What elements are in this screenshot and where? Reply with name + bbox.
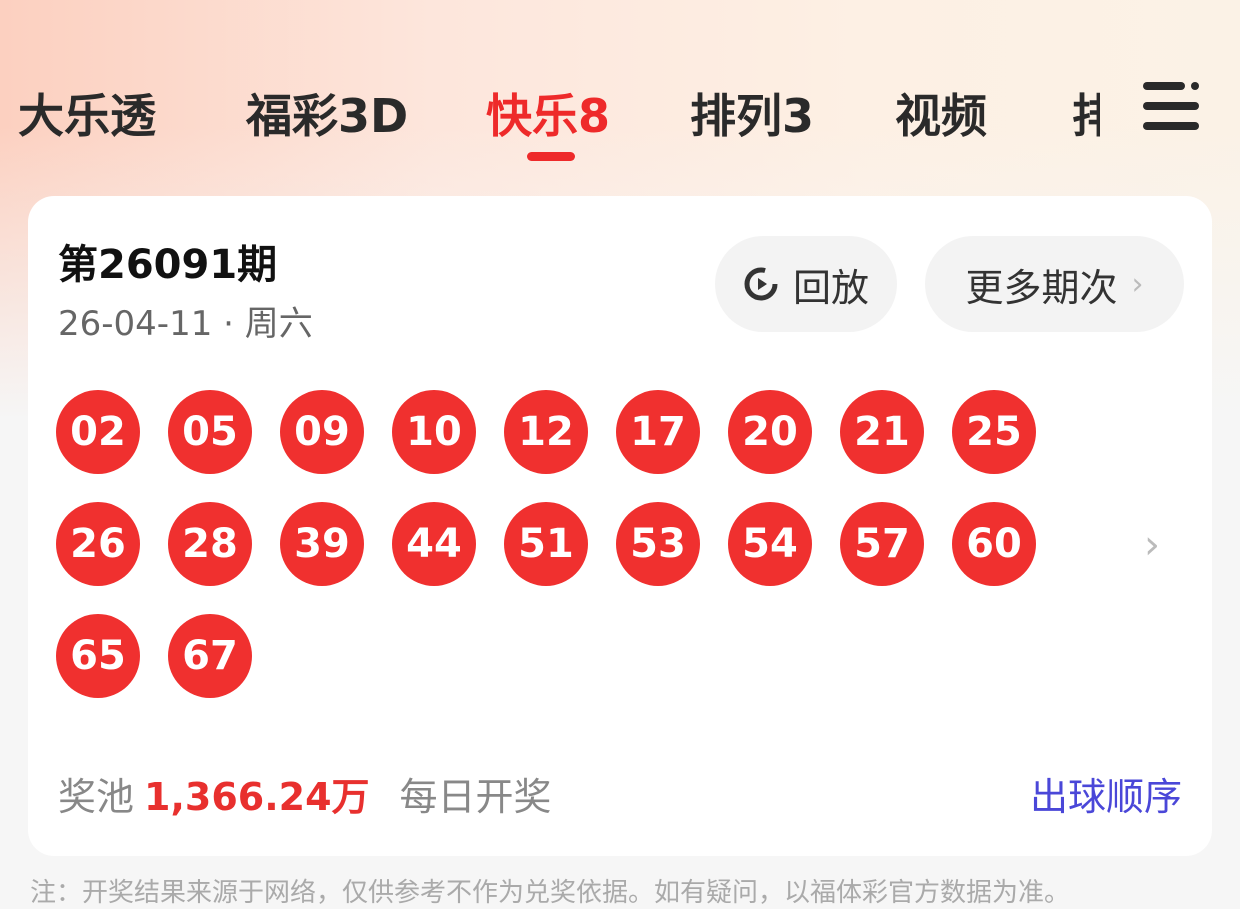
pool-amount: 1,366.24万 xyxy=(144,775,370,819)
menu-icon[interactable] xyxy=(1143,82,1199,130)
number-ball: 20 xyxy=(728,390,812,474)
number-ball: 10 xyxy=(392,390,476,474)
number-ball: 02 xyxy=(56,390,140,474)
chevron-right-icon: › xyxy=(1131,266,1144,302)
number-ball: 25 xyxy=(952,390,1036,474)
number-ball: 67 xyxy=(168,614,252,698)
replay-label: 回放 xyxy=(792,265,869,310)
number-ball: 65 xyxy=(56,614,140,698)
number-ball: 12 xyxy=(504,390,588,474)
number-ball: 05 xyxy=(168,390,252,474)
active-tab-indicator xyxy=(527,152,575,161)
more-issues-button[interactable]: 更多期次 › xyxy=(925,236,1184,332)
replay-icon xyxy=(744,267,778,301)
draw-schedule: 每日开奖 xyxy=(399,775,552,819)
pool-label: 奖池 xyxy=(58,775,135,819)
more-issues-label: 更多期次 xyxy=(965,265,1118,310)
tab-pailie3[interactable]: 排列3 xyxy=(690,89,815,143)
number-ball: 26 xyxy=(56,502,140,586)
lottery-tabs: 大乐透 福彩3D 快乐8 排列3 视频 排 xyxy=(0,70,1120,160)
tab-fucai3d[interactable]: 福彩3D xyxy=(246,89,409,143)
number-ball: 51 xyxy=(504,502,588,586)
number-ball: 17 xyxy=(616,390,700,474)
draw-result-card: 第26091期 26-04-11 · 周六 回放 更多期次 › 02 05 09 10… xyxy=(28,196,1212,856)
tab-kuaile8[interactable]: 快乐8 xyxy=(486,89,611,143)
draw-order-link[interactable]: 出球顺序 xyxy=(1029,775,1182,819)
number-ball: 54 xyxy=(728,502,812,586)
number-ball: 39 xyxy=(280,502,364,586)
tab-truncated[interactable]: 排 xyxy=(1072,89,1100,143)
number-ball: 60 xyxy=(952,502,1036,586)
disclaimer-note: 注：开奖结果来源于网络，仅供参考不作为兑奖依据。如有疑问，以福体彩官方数据为准。 xyxy=(30,878,1071,908)
number-ball: 57 xyxy=(840,502,924,586)
number-ball: 21 xyxy=(840,390,924,474)
number-ball: 28 xyxy=(168,502,252,586)
issue-number: 第26091期 xyxy=(58,242,278,288)
replay-button[interactable]: 回放 xyxy=(715,236,897,332)
number-ball: 44 xyxy=(392,502,476,586)
number-ball: 09 xyxy=(280,390,364,474)
tab-daletou[interactable]: 大乐透 xyxy=(18,89,156,143)
number-ball: 53 xyxy=(616,502,700,586)
prize-pool: 奖池 1,366.24万 每日开奖 xyxy=(58,766,552,821)
tab-video[interactable]: 视频 xyxy=(895,89,987,143)
draw-date: 26-04-11 · 周六 xyxy=(58,304,313,344)
chevron-right-icon[interactable]: › xyxy=(1144,522,1160,568)
